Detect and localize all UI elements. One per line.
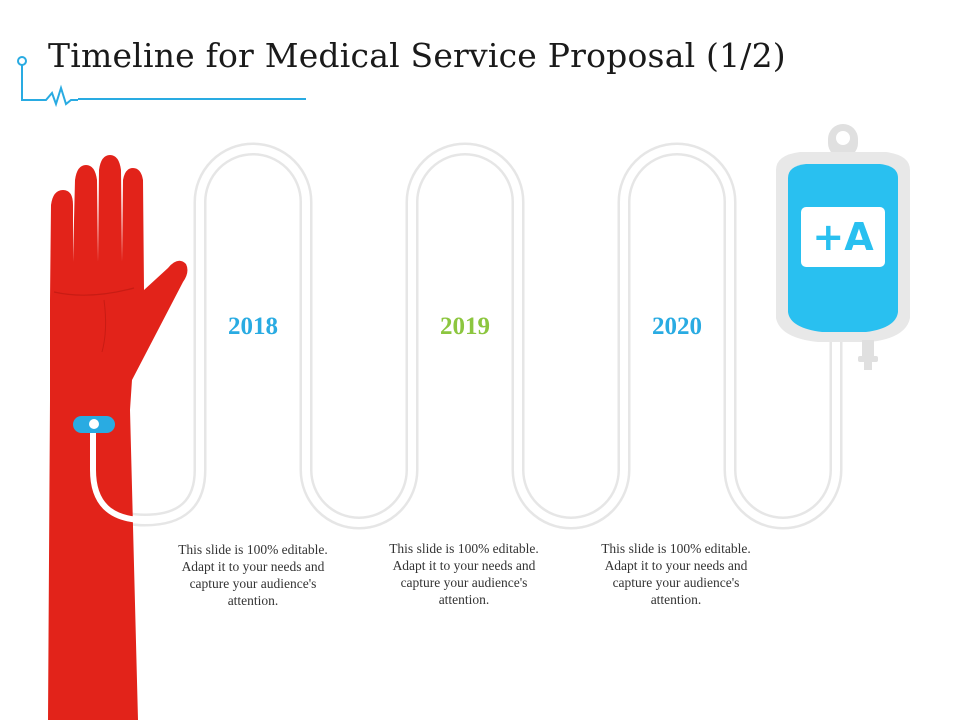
year-2019: 2019 [440, 313, 490, 340]
heartbeat-line-icon [17, 56, 306, 108]
year-2020: 2020 [652, 313, 702, 340]
tube-path [86, 142, 843, 530]
timeline-description-2018: This slide is 100% editable. Adapt it to… [178, 542, 328, 608]
page-title: Timeline for Medical Service Proposal (1… [48, 36, 786, 75]
timeline-description-2020: This slide is 100% editable. Adapt it to… [601, 541, 751, 607]
year-2018: 2018 [228, 313, 278, 340]
iv-bag-label: +A [812, 215, 874, 259]
arm-icon [48, 155, 188, 720]
timeline-description-2019: This slide is 100% editable. Adapt it to… [389, 541, 539, 607]
iv-bag-icon [776, 124, 910, 370]
